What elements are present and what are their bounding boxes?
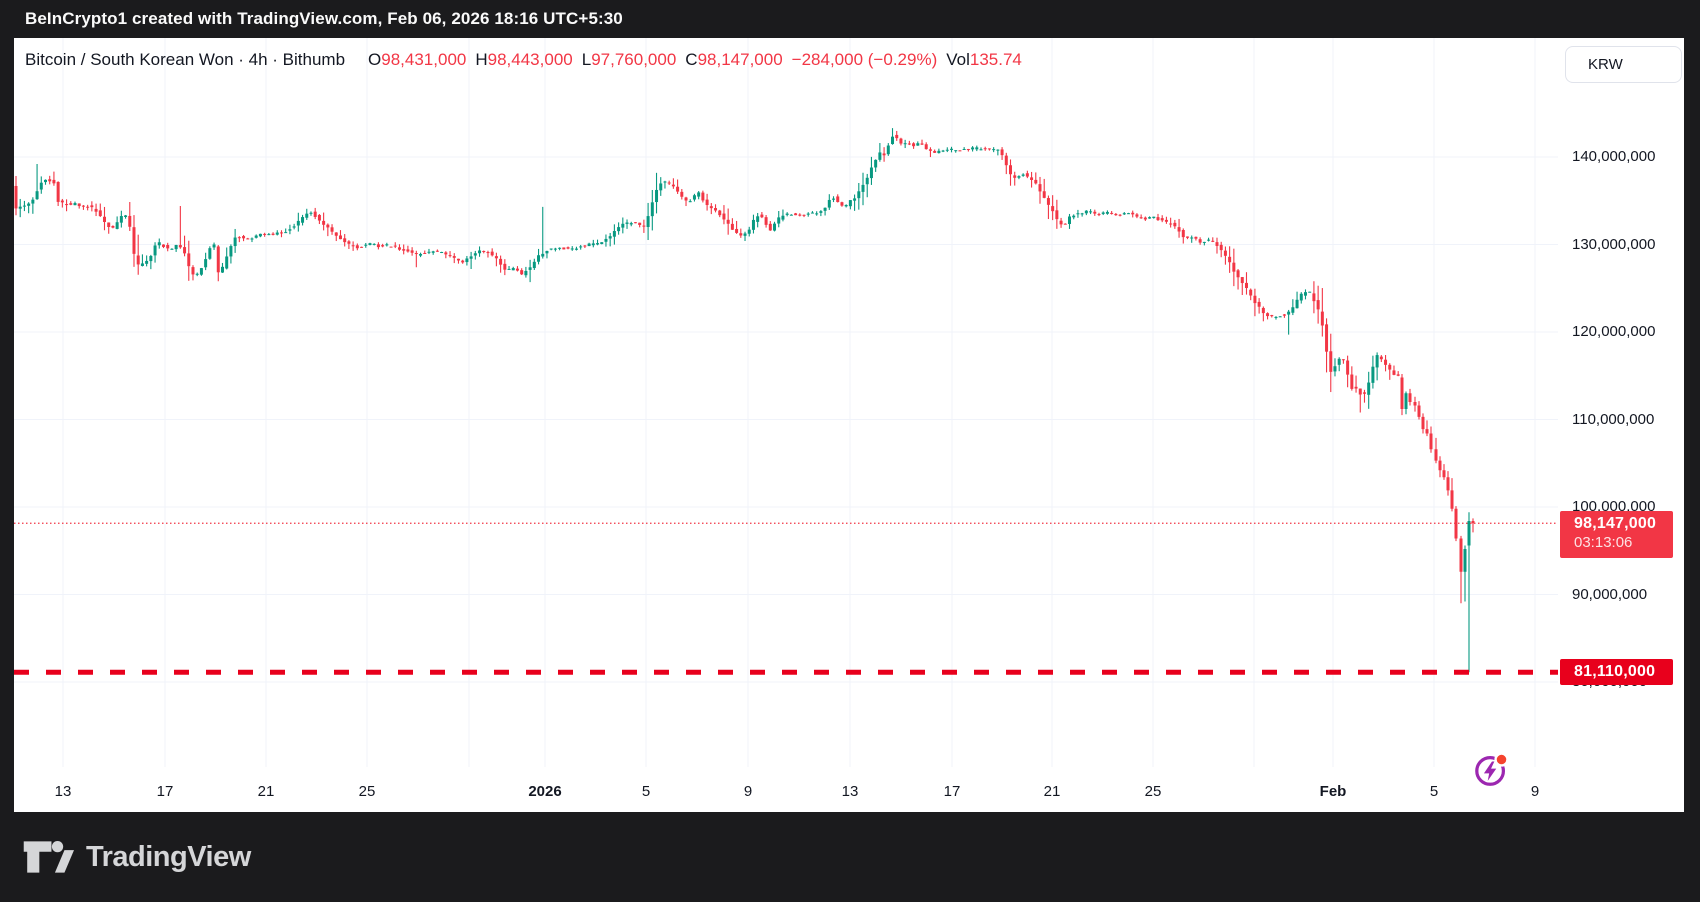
price-tick-label: 140,000,000 xyxy=(1572,148,1656,165)
current-price-label: 98,147,000 03:13:06 xyxy=(1560,511,1673,558)
time-tick-label: 9 xyxy=(743,783,753,800)
time-tick-label: 13 xyxy=(54,783,72,800)
watermark-bottom-bar: TradingView xyxy=(0,812,1700,902)
low-label: L xyxy=(581,50,592,69)
chart-legend[interactable]: Bitcoin / South Korean Won · 4h · Bithum… xyxy=(25,50,1022,70)
time-tick-label: 17 xyxy=(943,783,961,800)
time-tick-label: 5 xyxy=(641,783,651,800)
current-price-value: 98,147,000 xyxy=(1574,515,1657,532)
time-tick-label: Feb xyxy=(1319,783,1347,800)
watermark-text: BeInCrypto1 created with TradingView.com… xyxy=(25,9,623,28)
high-value: 98,443,000 xyxy=(487,50,573,69)
lightning-bolt-icon xyxy=(1483,761,1497,781)
bar-countdown: 03:13:06 xyxy=(1574,534,1633,551)
flash-icon-circle xyxy=(1475,756,1506,786)
price-tick-label: 110,000,000 xyxy=(1572,410,1655,428)
symbol-title[interactable]: Bitcoin / South Korean Won · 4h · Bithum… xyxy=(25,50,346,69)
low-value: 97,760,000 xyxy=(591,50,677,69)
time-tick-label: 5 xyxy=(1429,783,1439,800)
alert-price-label: 81,110,000 xyxy=(1560,659,1673,685)
price-axis[interactable]: 140,000,000 130,000,000 120,000,000 110,000… xyxy=(1558,38,1684,767)
time-tick-label: 25 xyxy=(358,783,376,800)
change-value: −284,000 (−0.29%) xyxy=(791,50,938,69)
volume-label: Vol xyxy=(946,50,970,69)
currency-toggle-button[interactable]: KRW xyxy=(1565,46,1682,83)
time-tick-label: 9 xyxy=(1530,783,1540,800)
currency-label: KRW xyxy=(1588,56,1623,73)
time-tick-label: 17 xyxy=(156,783,174,800)
close-value: 98,147,000 xyxy=(697,50,783,69)
alert-price-value: 81,110,000 xyxy=(1574,663,1656,680)
time-tick-label: 21 xyxy=(257,783,275,800)
high-label: H xyxy=(475,50,488,69)
time-tick-label: 21 xyxy=(1043,783,1061,800)
volume-value: 135.74 xyxy=(969,50,1022,69)
time-tick-label: 13 xyxy=(841,783,859,800)
open-label: O xyxy=(368,50,382,69)
candlestick-chart-canvas[interactable] xyxy=(14,38,1684,812)
price-tick-label: 90,000,000 xyxy=(1572,585,1648,603)
candles xyxy=(14,128,1475,673)
time-tick-label: 2026 xyxy=(528,783,562,800)
tradingview-logo-icon xyxy=(23,840,74,873)
time-axis[interactable]: 13 17 21 25 2026 5 9 13 17 21 25 Feb 5 9 xyxy=(14,783,1558,805)
close-label: C xyxy=(685,50,698,69)
price-tick-label: 120,000,000 xyxy=(1572,323,1656,340)
price-tick-label: 130,000,000 xyxy=(1572,235,1656,253)
beincrypto-flash-icon xyxy=(1475,752,1509,786)
watermark-top-bar: BeInCrypto1 created with TradingView.com… xyxy=(0,0,1700,38)
tradingview-logo[interactable]: TradingView xyxy=(22,835,251,879)
price-tick-label: 100,000,000 xyxy=(1572,498,1656,515)
tradingview-logo-text: TradingView xyxy=(86,840,251,873)
notification-dot xyxy=(1496,754,1507,765)
chart-panel: Bitcoin / South Korean Won · 4h · Bithum… xyxy=(14,38,1684,812)
open-value: 98,431,000 xyxy=(381,50,467,69)
time-tick-label: 25 xyxy=(1144,783,1162,800)
